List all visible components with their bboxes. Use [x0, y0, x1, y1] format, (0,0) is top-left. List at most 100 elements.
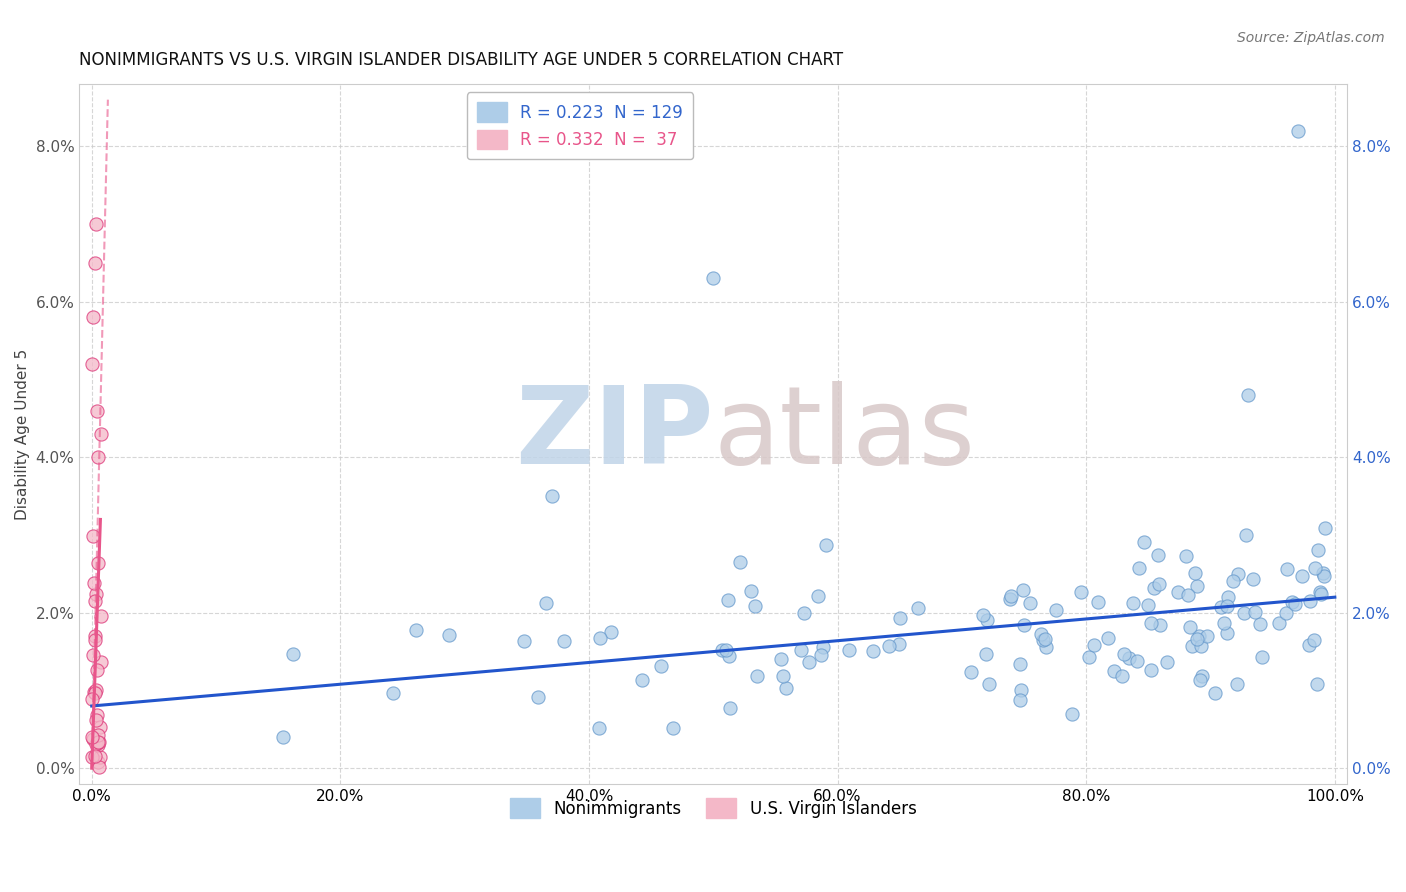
- Point: [534, 596, 557, 610]
- Point: [87, 760, 110, 774]
- Point: [716, 593, 738, 607]
- Point: [1185, 632, 1208, 647]
- Point: [1244, 605, 1267, 619]
- Point: [1060, 706, 1083, 721]
- Point: [1140, 663, 1163, 677]
- Point: [1195, 629, 1218, 643]
- Point: [972, 608, 994, 623]
- Point: [1306, 542, 1329, 557]
- Point: [271, 730, 294, 744]
- Point: [1167, 584, 1189, 599]
- Point: [889, 611, 911, 625]
- Point: [1281, 595, 1303, 609]
- Point: [1298, 638, 1320, 652]
- Point: [1222, 574, 1244, 589]
- Point: [1211, 599, 1233, 614]
- Text: atlas: atlas: [713, 381, 976, 487]
- Point: [87, 755, 110, 769]
- Point: [589, 631, 612, 645]
- Point: [83, 628, 105, 642]
- Point: [661, 721, 683, 735]
- Point: [1078, 650, 1101, 665]
- Point: [437, 628, 460, 642]
- Point: [80, 750, 103, 764]
- Point: [728, 555, 751, 569]
- Point: [1291, 569, 1313, 583]
- Point: [887, 637, 910, 651]
- Point: [907, 601, 929, 615]
- Point: [718, 649, 741, 664]
- Point: [84, 737, 107, 751]
- Point: [1111, 669, 1133, 683]
- Point: [1033, 632, 1056, 647]
- Point: [1241, 572, 1264, 586]
- Point: [89, 720, 111, 734]
- Point: [1175, 549, 1198, 564]
- Point: [1212, 615, 1234, 630]
- Legend: Nonimmigrants, U.S. Virgin Islanders: Nonimmigrants, U.S. Virgin Islanders: [503, 792, 924, 824]
- Point: [1083, 639, 1105, 653]
- Point: [87, 735, 110, 749]
- Point: [799, 655, 821, 669]
- Point: [87, 738, 110, 752]
- Point: [1274, 607, 1296, 621]
- Point: [1147, 548, 1170, 562]
- Point: [1188, 629, 1211, 643]
- Point: [810, 648, 832, 662]
- Point: [90, 655, 112, 669]
- Point: [1268, 616, 1291, 631]
- Point: [714, 643, 737, 657]
- Point: [1313, 569, 1336, 583]
- Point: [770, 652, 793, 666]
- Point: [1299, 593, 1322, 607]
- Point: [1216, 590, 1239, 604]
- Point: [87, 735, 110, 749]
- Point: [87, 450, 110, 465]
- Point: [86, 587, 108, 601]
- Point: [90, 426, 112, 441]
- Point: [553, 634, 575, 648]
- Point: [82, 357, 104, 371]
- Point: [89, 750, 111, 764]
- Point: [1216, 599, 1239, 613]
- Point: [1191, 668, 1213, 682]
- Point: [711, 643, 734, 657]
- Point: [1315, 521, 1337, 535]
- Point: [89, 608, 111, 623]
- Point: [1284, 597, 1306, 611]
- Point: [1309, 584, 1331, 599]
- Point: [772, 669, 794, 683]
- Point: [1251, 649, 1274, 664]
- Point: [1303, 561, 1326, 575]
- Point: [1010, 693, 1032, 707]
- Point: [1189, 673, 1212, 688]
- Point: [1310, 587, 1333, 601]
- Point: [1178, 619, 1201, 633]
- Point: [1303, 632, 1326, 647]
- Point: [1032, 633, 1054, 648]
- Point: [1070, 585, 1092, 599]
- Point: [790, 643, 813, 657]
- Point: [86, 727, 108, 741]
- Point: [1226, 677, 1249, 691]
- Point: [807, 589, 830, 603]
- Point: [1249, 617, 1271, 632]
- Point: [83, 575, 105, 590]
- Point: [1227, 567, 1250, 582]
- Point: [527, 690, 550, 705]
- Point: [82, 691, 104, 706]
- Point: [84, 686, 107, 700]
- Point: [1142, 581, 1164, 595]
- Point: [1128, 561, 1150, 575]
- Point: [600, 624, 623, 639]
- Point: [877, 639, 900, 653]
- Point: [382, 686, 405, 700]
- Point: [405, 623, 427, 637]
- Point: [1149, 618, 1171, 632]
- Point: [718, 701, 741, 715]
- Point: [84, 633, 107, 648]
- Point: [1126, 654, 1149, 668]
- Point: [86, 217, 108, 231]
- Y-axis label: Disability Age Under 5: Disability Age Under 5: [15, 348, 30, 519]
- Point: [960, 665, 983, 680]
